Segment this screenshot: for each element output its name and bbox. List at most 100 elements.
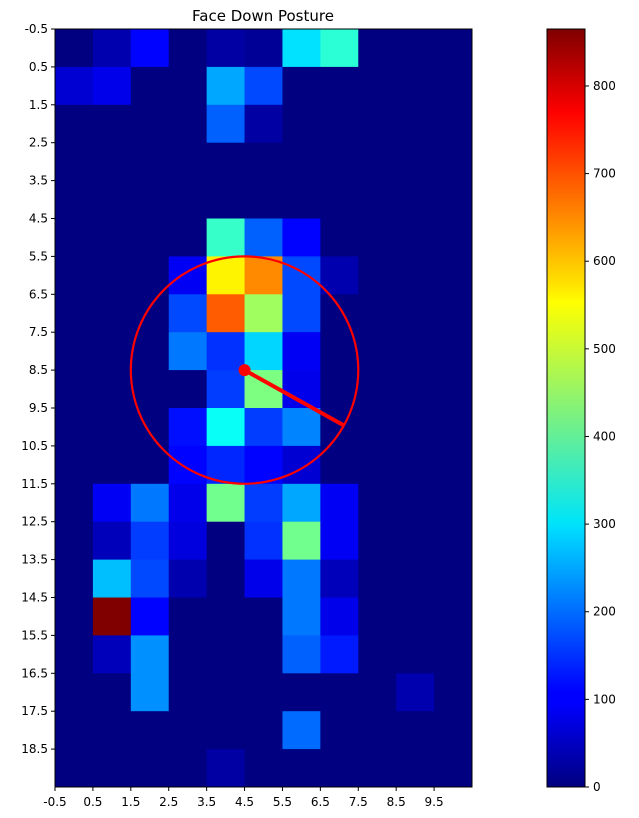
heatmap-cell <box>206 256 245 295</box>
heatmap-cell <box>320 256 359 295</box>
heatmap-cell <box>358 294 397 333</box>
heatmap-cell <box>396 597 435 636</box>
heatmap-cell <box>358 711 397 750</box>
heatmap-cell <box>358 29 397 68</box>
y-axis-ticks: -0.5 0.5 1.5 2.5 3.5 4.5 5.5 6.5 7.5 8.5 9.5 10.5 11… <box>21 22 55 756</box>
heatmap-cell <box>55 559 94 598</box>
heatmap-cell <box>282 521 321 560</box>
heatmap-cell <box>55 332 94 371</box>
heatmap-cell <box>320 483 359 523</box>
colorbar-tick-label: 300 <box>593 517 616 531</box>
heatmap-cell <box>396 104 435 144</box>
x-tick-label: 5.5 <box>273 795 292 809</box>
y-tick-label: 18.5 <box>21 742 48 756</box>
colorbar-tick-label: 0 <box>593 780 601 794</box>
heatmap-cell <box>130 749 170 788</box>
heatmap-cell <box>130 370 170 409</box>
heatmap-cell <box>244 483 283 523</box>
heatmap-cell <box>434 180 473 219</box>
heatmap-cell <box>130 180 170 219</box>
heatmap-cell <box>55 445 94 485</box>
heatmap-cell <box>130 408 170 447</box>
x-tick-label: -0.5 <box>43 795 66 809</box>
y-tick-label: 1.5 <box>29 98 48 112</box>
heatmap-cell <box>168 597 208 636</box>
heatmap-cell <box>130 142 170 181</box>
heatmap-cell <box>282 597 321 636</box>
x-tick-label: 7.5 <box>349 795 368 809</box>
heatmap-cell <box>396 673 435 712</box>
y-tick-label: 14.5 <box>21 591 48 605</box>
heatmap-cell <box>55 711 94 750</box>
heatmap-cell <box>434 635 473 674</box>
heatmap-cell <box>92 597 132 636</box>
heatmap-cell <box>396 180 435 219</box>
heatmap-cell <box>434 256 473 295</box>
heatmap-cell <box>396 66 435 106</box>
heatmap-cell <box>168 559 208 598</box>
heatmap-cell <box>434 104 473 144</box>
heatmap-cell <box>320 673 359 712</box>
heatmap-cell <box>206 142 245 181</box>
heatmap-cell <box>358 483 397 523</box>
x-tick-label: 3.5 <box>197 795 216 809</box>
heatmap-cell <box>396 635 435 674</box>
colorbar-ticks: 0 100 200 300 400 500 600 700 800 <box>585 79 616 794</box>
heatmap-cell <box>396 559 435 598</box>
colorbar <box>546 28 586 788</box>
heatmap-cell <box>320 180 359 219</box>
heatmap-cell <box>92 408 132 447</box>
center-point <box>238 364 251 377</box>
y-tick-label: 5.5 <box>29 249 48 263</box>
heatmap-cell <box>282 29 321 68</box>
heatmap-cell <box>206 294 245 333</box>
heatmap-cell <box>320 142 359 181</box>
heatmap-cell <box>206 483 245 523</box>
heatmap-cell <box>282 559 321 598</box>
x-tick-label: 2.5 <box>159 795 178 809</box>
heatmap-cell <box>320 370 359 409</box>
heatmap-cell <box>206 521 245 560</box>
heatmap-cell <box>168 483 208 523</box>
heatmap-cell <box>396 521 435 560</box>
heatmap-cell <box>396 749 435 788</box>
heatmap-cell <box>358 597 397 636</box>
heatmap-cell <box>434 370 473 409</box>
heatmap-cell <box>55 521 94 560</box>
heatmap-cell <box>244 256 283 295</box>
heatmap-cell <box>55 180 94 219</box>
y-tick-label: 4.5 <box>29 212 48 226</box>
y-tick-label: 3.5 <box>29 174 48 188</box>
heatmap-cell <box>320 445 359 485</box>
x-tick-label: 8.5 <box>387 795 406 809</box>
heatmap-cell <box>320 104 359 144</box>
y-tick-label: 2.5 <box>29 136 48 150</box>
heatmap-cell <box>92 142 132 181</box>
heatmap-cell <box>434 294 473 333</box>
colorbar-tick-label: 700 <box>593 167 616 181</box>
heatmap-cell <box>206 218 245 257</box>
heatmap-cell <box>244 142 283 181</box>
heatmap-cells <box>55 29 473 788</box>
heatmap-cell <box>206 370 245 409</box>
heatmap-cell <box>396 408 435 447</box>
heatmap-cell <box>320 29 359 68</box>
heatmap-cell <box>206 749 245 788</box>
heatmap-cell <box>358 256 397 295</box>
heatmap-cell <box>92 445 132 485</box>
heatmap-cell <box>92 104 132 144</box>
heatmap-cell <box>244 218 283 257</box>
heatmap-cell <box>92 180 132 219</box>
x-tick-label: 1.5 <box>121 795 140 809</box>
heatmap-cell <box>434 66 473 106</box>
x-tick-label: 4.5 <box>235 795 254 809</box>
heatmap-cell <box>168 521 208 560</box>
heatmap-cell <box>130 673 170 712</box>
heatmap-cell <box>206 559 245 598</box>
heatmap-cell <box>244 104 283 144</box>
heatmap-cell <box>168 749 208 788</box>
heatmap-cell <box>358 408 397 447</box>
heatmap-cell <box>358 673 397 712</box>
heatmap-cell <box>396 711 435 750</box>
heatmap-cell <box>55 635 94 674</box>
